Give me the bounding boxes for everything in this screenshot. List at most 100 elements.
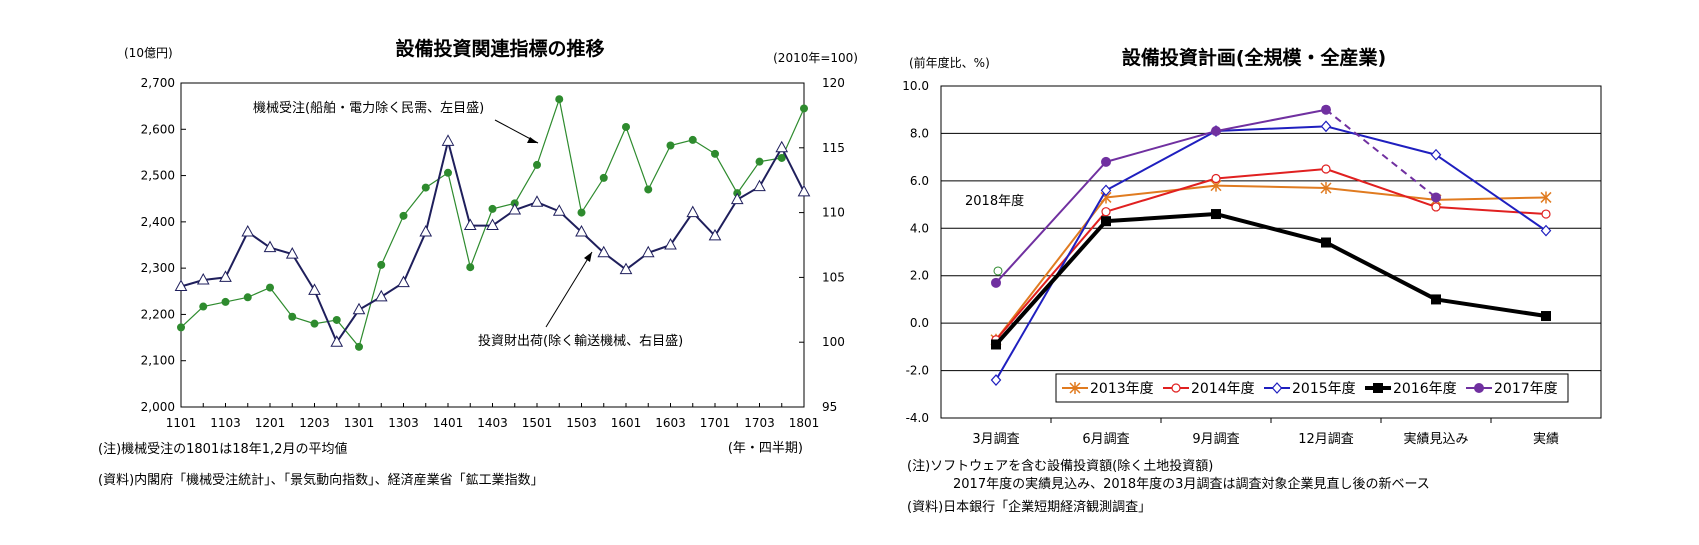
series-2017年度-line: [1215, 108, 1327, 133]
series-2014年度-point: [1541, 209, 1551, 219]
left-series-1-point: [577, 208, 586, 217]
x-tick-label: 1301: [344, 416, 375, 430]
x-tick-label: 1503: [566, 416, 597, 430]
right-y-tick-label: 110: [822, 206, 845, 220]
left-series-1-point: [644, 185, 653, 194]
left-series-1-point: [243, 293, 252, 302]
series-2013年度-line: [1215, 184, 1327, 189]
left-series-2-point: [174, 279, 188, 291]
series-2017年度-line: [1105, 130, 1217, 163]
left-series-2-point: [263, 240, 277, 253]
y-tick-label: 2.0: [910, 269, 929, 283]
left-series-2-point: [374, 289, 388, 302]
left-y-tick-label: 2,300: [141, 261, 175, 275]
left-series-2-point: [486, 218, 499, 231]
series-2015年度-line: [1325, 125, 1437, 156]
series-2017年度-point: [1321, 104, 1331, 115]
series-2014年度-line: [995, 211, 1107, 341]
left-series-2-point: [686, 205, 700, 218]
left-y-tick-label: 2,500: [141, 169, 175, 183]
left-series-2-point: [219, 270, 232, 282]
series-2014年度-line: [1325, 168, 1437, 208]
left-series-1-point: [444, 168, 452, 177]
arrow-head-icon: [584, 252, 592, 262]
series-2017年度-point: [1431, 192, 1441, 203]
legend-marker: [1474, 383, 1484, 393]
left-series-2-point: [308, 283, 321, 295]
series-2016年度-point: [1211, 209, 1221, 220]
series-2017年度-point: [1101, 156, 1111, 167]
series-2014年度-point: [1211, 173, 1221, 184]
y-tick-label: 8.0: [910, 126, 929, 140]
arrow-head-icon: [527, 137, 538, 143]
series-2014年度-line: [1435, 205, 1547, 216]
left-axis-unit: (10億円): [124, 46, 173, 60]
left-series-1-point: [466, 263, 475, 272]
series-2014年度-point: [1321, 164, 1331, 174]
series-2015年度-point: [1540, 224, 1552, 237]
right-y-tick-label: 120: [822, 76, 845, 90]
left-chart: 設備投資関連指標の推移 (10億円) (2010年=100) 2,000 2,10…: [98, 37, 858, 488]
left-series-2-point: [753, 179, 766, 192]
right-plot-frame: [940, 85, 1602, 419]
x-tick-label: 1303: [388, 416, 419, 430]
x-tick-label: 1201: [255, 416, 286, 430]
series-2015年度-point: [1320, 120, 1332, 133]
right-chart-series: [990, 104, 1552, 386]
legend-label: 2017年度: [1494, 381, 1558, 397]
right-axis-unit: (2010年=100): [773, 51, 858, 65]
left-series-1-point: [800, 104, 808, 113]
left-note-1: (注)機械受注の1801は18年1,2月の平均値: [98, 441, 347, 457]
left-series-2-point: [619, 262, 633, 275]
series-2016年度-line: [994, 219, 1108, 346]
legend-marker: [1271, 382, 1283, 394]
left-series-1-point: [288, 312, 297, 321]
y-tick-label: -2.0: [906, 364, 929, 378]
x-category-label: 実績: [1533, 431, 1559, 447]
x-tick-label: 1203: [299, 416, 330, 430]
left-series-1-point: [221, 297, 230, 306]
series-2016年度-line: [1105, 212, 1217, 224]
left-series-1-point: [488, 204, 497, 213]
left-series-2-point: [441, 134, 455, 146]
series-2014年度-line: [1105, 177, 1217, 213]
x-tick-label: 1601: [611, 416, 642, 430]
left-series-2-arrow: [545, 251, 593, 328]
left-chart-ticks: 2,000 2,100 2,200 2,300 2,400 2,500 2,600 2,700…: [141, 76, 845, 430]
legend-label: 2015年度: [1292, 381, 1356, 397]
left-series-2-point: [330, 335, 344, 347]
series-2013年度-point: [1540, 191, 1552, 204]
x-category-label: 6月調査: [1082, 432, 1129, 447]
right-chart-ticks: -4.0 -2.0 0.0 2.0 4.0 6.0 8.0 10.0 3月調査 6月調査 9月調査 1…: [902, 79, 1559, 447]
x-tick-label: 1501: [522, 416, 553, 430]
x-tick-label: 1603: [655, 416, 686, 430]
x-tick-label: 1401: [433, 416, 464, 430]
left-y-tick-label: 2,200: [141, 307, 175, 321]
left-series-2-point: [285, 247, 299, 259]
right-y-tick-label: 115: [822, 141, 845, 155]
y-tick-label: 0.0: [910, 316, 929, 330]
series-2016年度-point: [1101, 216, 1111, 227]
left-series-2-point: [552, 204, 566, 216]
left-series-1-point: [377, 260, 386, 269]
left-y-tick-label: 2,100: [141, 354, 175, 368]
y-tick-label: -4.0: [906, 411, 929, 425]
left-series-2-point: [730, 192, 744, 205]
y-tick-label: 10.0: [902, 79, 929, 93]
legend-label: 2013年度: [1090, 381, 1154, 397]
series-2016年度-point: [1541, 311, 1551, 322]
left-y-tick-label: 2,400: [141, 215, 175, 229]
left-series-1-point: [555, 95, 564, 104]
series-2016年度-line: [1215, 212, 1327, 245]
x-tick-label: 1801: [789, 416, 820, 430]
left-series-1-point: [399, 211, 408, 220]
legend-marker: [1171, 383, 1181, 393]
left-series-2-point: [196, 272, 210, 285]
left-series-2-point: [597, 245, 611, 258]
left-series-1-point: [177, 323, 185, 332]
right-chart-y-unit: (前年度比、%): [909, 55, 990, 70]
left-series-1-point: [622, 122, 630, 131]
left-series-1-point: [599, 173, 608, 182]
x-tick-label: 1103: [210, 416, 241, 430]
